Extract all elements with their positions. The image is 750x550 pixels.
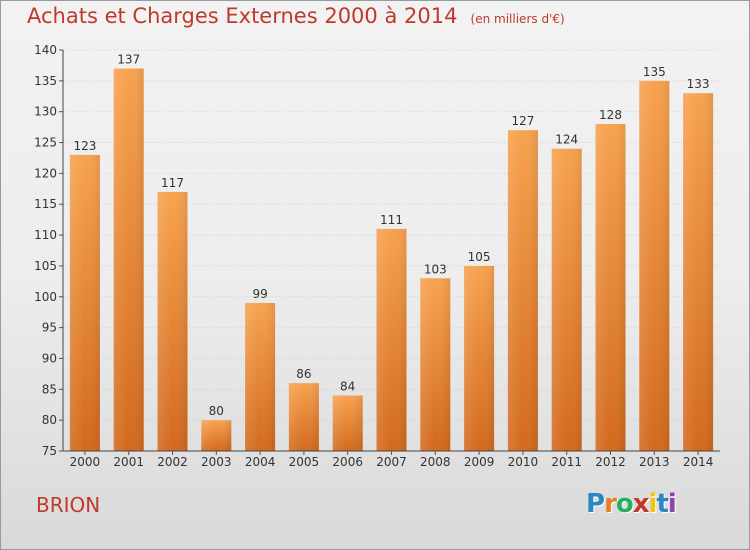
bar-shade xyxy=(113,68,144,451)
y-tick-label: 110 xyxy=(34,228,57,242)
x-tick-label: 2006 xyxy=(332,455,363,469)
bar-shade xyxy=(288,383,319,451)
y-tick-label: 80 xyxy=(42,413,57,427)
x-tick-label: 2007 xyxy=(376,455,407,469)
logo-letter: i xyxy=(667,489,677,519)
data-label: 127 xyxy=(511,114,534,128)
bar-shade xyxy=(639,80,670,451)
y-tick-label: 115 xyxy=(34,197,57,211)
x-tick-label: 2012 xyxy=(595,455,626,469)
x-tick-label: 2011 xyxy=(551,455,582,469)
bar-shade xyxy=(464,265,495,451)
bar-shade xyxy=(332,395,363,451)
data-label: 103 xyxy=(424,262,447,276)
logo-letter: P xyxy=(586,489,605,519)
data-label: 86 xyxy=(296,367,311,381)
x-tick-label: 2013 xyxy=(639,455,670,469)
data-label: 133 xyxy=(687,77,710,91)
x-tick-label: 2009 xyxy=(464,455,495,469)
x-tick-label: 2000 xyxy=(70,455,101,469)
data-label: 137 xyxy=(117,53,140,67)
bar-shade xyxy=(69,154,100,451)
data-label: 99 xyxy=(252,287,267,301)
proxiti-logo: Proxiti xyxy=(586,489,677,519)
logo-letter: o xyxy=(615,489,634,519)
x-tick-label: 2008 xyxy=(420,455,451,469)
x-tick-label: 2003 xyxy=(201,455,232,469)
logo-letter: i xyxy=(648,489,658,519)
y-tick-label: 105 xyxy=(34,259,57,273)
y-tick-label: 85 xyxy=(42,382,57,396)
data-label: 123 xyxy=(73,139,96,153)
bar-shade xyxy=(157,191,188,451)
y-tick-label: 125 xyxy=(34,136,57,150)
data-label: 80 xyxy=(209,404,224,418)
data-label: 84 xyxy=(340,379,355,393)
logo-letter: t xyxy=(656,489,668,519)
y-tick-label: 135 xyxy=(34,74,57,88)
logo-letter: x xyxy=(632,489,650,519)
y-tick-label: 120 xyxy=(34,166,57,180)
bar-shade xyxy=(595,124,626,452)
bar-shade xyxy=(201,420,232,451)
y-tick-label: 75 xyxy=(42,444,57,458)
title-row: Achats et Charges Externes 2000 à 2014 (… xyxy=(27,4,565,28)
commune-name: BRION xyxy=(36,493,101,517)
y-tick-label: 95 xyxy=(42,321,57,335)
y-tick-label: 140 xyxy=(34,43,57,57)
bar-shade xyxy=(376,228,407,451)
x-tick-label: 2010 xyxy=(508,455,539,469)
bar-shade xyxy=(420,278,451,451)
x-tick-label: 2002 xyxy=(157,455,188,469)
bar-shade xyxy=(507,130,538,451)
bar-shade xyxy=(245,302,276,451)
y-tick-label: 90 xyxy=(42,351,57,365)
data-label: 105 xyxy=(468,250,491,264)
data-label: 128 xyxy=(599,108,622,122)
x-tick-label: 2005 xyxy=(289,455,320,469)
data-label: 117 xyxy=(161,176,184,190)
logo-letter: r xyxy=(604,489,617,519)
x-tick-label: 2004 xyxy=(245,455,276,469)
y-tick-label: 130 xyxy=(34,105,57,119)
bar-shade xyxy=(551,148,582,451)
chart-title: Achats et Charges Externes 2000 à 2014 xyxy=(27,4,458,28)
x-tick-label: 2001 xyxy=(113,455,144,469)
data-label: 124 xyxy=(555,133,578,147)
chart-subtitle: (en milliers d'€) xyxy=(470,12,565,26)
data-label: 135 xyxy=(643,65,666,79)
x-tick-label: 2014 xyxy=(683,455,714,469)
data-label: 111 xyxy=(380,213,403,227)
y-tick-label: 100 xyxy=(34,290,57,304)
bar-shade xyxy=(683,93,714,451)
